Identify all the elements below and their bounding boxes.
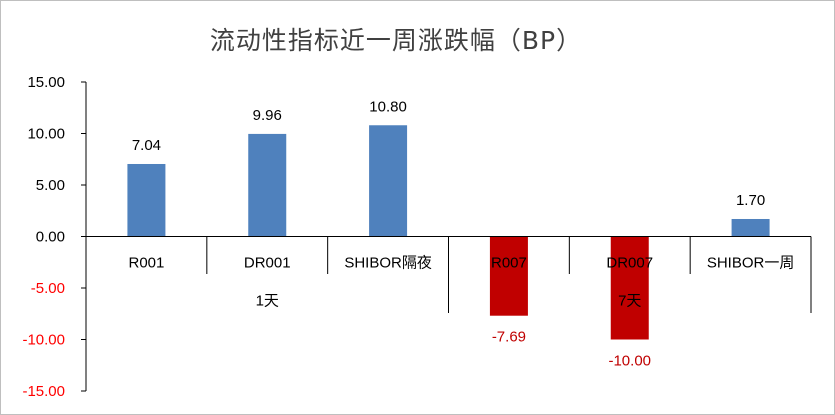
bar: [610, 236, 649, 340]
bar: [489, 236, 528, 316]
group-label: 1天: [256, 293, 279, 310]
data-label: 1.70: [736, 192, 765, 209]
x-tick-label: SHIBOR隔夜: [344, 255, 432, 272]
y-tick-label: 5.00: [36, 177, 65, 194]
x-tick-label: DR007: [606, 255, 653, 272]
y-tick-label: -5.00: [31, 280, 65, 297]
chart-title: 流动性指标近一周涨跌幅（BP）: [209, 26, 583, 55]
bar: [369, 125, 408, 237]
x-tick-label: R001: [128, 255, 164, 272]
bar: [731, 218, 770, 237]
y-tick-label: 10.00: [27, 126, 65, 143]
x-tick-label: SHIBOR一周: [707, 255, 795, 272]
data-label: 9.96: [253, 107, 282, 124]
bar: [127, 163, 166, 237]
x-tick-label: DR001: [244, 255, 291, 272]
bar: [248, 133, 287, 237]
group-label: 7天: [618, 293, 641, 310]
y-tick-label: 0.00: [36, 229, 65, 246]
data-label: -7.69: [492, 329, 526, 346]
data-label: -10.00: [608, 353, 651, 370]
y-tick-label: -10.00: [22, 332, 65, 349]
y-tick-label: 15.00: [27, 74, 65, 91]
x-tick-label: R007: [491, 255, 527, 272]
y-tick-label: -15.00: [22, 383, 65, 400]
data-label: 7.04: [132, 137, 161, 154]
data-label: 10.80: [369, 98, 407, 115]
